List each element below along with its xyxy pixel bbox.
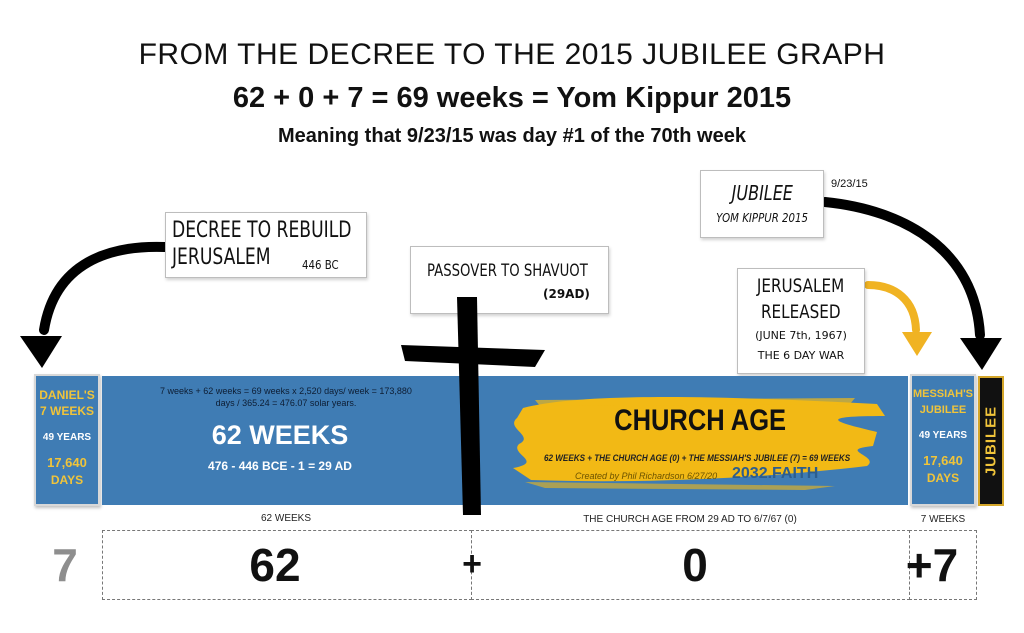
decree-line1: DECREE TO REBUILD <box>172 218 352 243</box>
number-7-left: 7 <box>52 539 78 591</box>
decree-arrowhead-icon <box>20 336 62 368</box>
passover-callout: PASSOVER TO SHAVUOT (29AD) <box>410 246 609 314</box>
subheadline: Meaning that 9/23/15 was day #1 of the 7… <box>278 125 746 147</box>
jubilee-arrow-icon <box>820 197 985 340</box>
jubilee-arrowhead-icon <box>960 338 1002 370</box>
jubilee-tab: JUBILEE <box>978 376 1004 506</box>
church-age-title: CHURCH AGE <box>614 404 786 437</box>
decree-arrow-icon <box>39 241 170 335</box>
jubilee-date: 9/23/15 <box>831 178 868 190</box>
daniels-line1: DANIEL'S <box>39 388 95 402</box>
segment-label-62: 62 WEEKS <box>260 513 312 524</box>
passover-line2: (29AD) <box>543 287 590 301</box>
page-title: FROM THE DECREE TO THE 2015 JUBILEE GRAP… <box>138 38 886 71</box>
decree-date: 446 BC <box>302 258 339 272</box>
messiah-line1: MESSIAH'S <box>912 388 974 400</box>
number-0: 0 <box>682 539 708 591</box>
messiah-days-num: 17,640 <box>923 453 963 468</box>
number-plus-7: +7 <box>905 539 959 591</box>
messiah-days-word: DAYS <box>926 471 960 485</box>
jerusalem-line4: THE 6 DAY WAR <box>757 349 845 362</box>
number-62: 62 <box>249 539 301 591</box>
passover-line1: PASSOVER TO SHAVUOT <box>427 261 588 281</box>
sixtytwo-note: 7 weeks + 62 weeks = 69 weeks x 2,520 da… <box>102 385 470 409</box>
church-age-formula: 62 WEEKS + THE CHURCH AGE (0) + THE MESS… <box>544 453 851 463</box>
jerusalem-line2: RELEASED <box>761 301 841 323</box>
jerusalem-line1: JERUSALEM <box>757 275 845 297</box>
headline: 62 + 0 + 7 = 69 weeks = Yom Kippur 2015 <box>232 82 792 114</box>
jerusalem-arrow-icon <box>864 281 920 334</box>
jubilee-callout: JUBILEE YOM KIPPUR 2015 <box>700 170 824 238</box>
sixtytwo-note-line2: days / 365.24 = 476.07 solar years. <box>215 398 357 408</box>
messiah-jubilee-box: MESSIAH'S JUBILEE 49 YEARS 17,640 DAYS <box>910 374 976 506</box>
daniels-years: 49 YEARS <box>42 432 92 443</box>
church-age-credit: Created by Phil Richardson 6/27/20 <box>575 471 718 481</box>
church-age-brush <box>513 397 885 490</box>
sixtytwo-title: 62 WEEKS <box>211 420 349 450</box>
daniels-line2: 7 WEEKS <box>39 404 94 418</box>
jubilee-tab-label: JUBILEE <box>982 405 1000 477</box>
daniels-days-num: 17,640 <box>47 455 87 470</box>
daniels-weeks-box: DANIEL'S 7 WEEKS 49 YEARS 17,640 DAYS <box>34 374 100 506</box>
sixtytwo-note-line1: 7 weeks + 62 weeks = 69 weeks x 2,520 da… <box>160 386 412 396</box>
segment-label-church: THE CHURCH AGE FROM 29 AD TO 6/7/67 (0) <box>583 514 797 525</box>
plus-sign: + <box>462 545 482 583</box>
decree-line2: JERUSALEM <box>172 245 271 270</box>
segment-7 <box>909 530 977 600</box>
jerusalem-callout: JERUSALEM RELEASED (JUNE 7th, 1967) THE … <box>737 268 865 374</box>
jubilee-line2: YOM KIPPUR 2015 <box>716 211 808 225</box>
jerusalem-line3: (JUNE 7th, 1967) <box>755 329 847 342</box>
decree-callout: DECREE TO REBUILD JERUSALEM 446 BC <box>165 212 367 278</box>
jubilee-line1: JUBILEE <box>731 181 793 205</box>
messiah-line2: JUBILEE <box>919 404 967 416</box>
church-age-site: 2032.FAITH <box>732 465 819 482</box>
jerusalem-arrowhead-icon <box>902 332 932 356</box>
sixtytwo-range: 476 - 446 BCE - 1 = 29 AD <box>208 459 352 473</box>
cross-icon <box>401 297 545 515</box>
daniels-days-word: DAYS <box>50 473 84 487</box>
segment-label-7: 7 WEEKS <box>920 514 966 525</box>
messiah-years: 49 YEARS <box>918 430 968 441</box>
